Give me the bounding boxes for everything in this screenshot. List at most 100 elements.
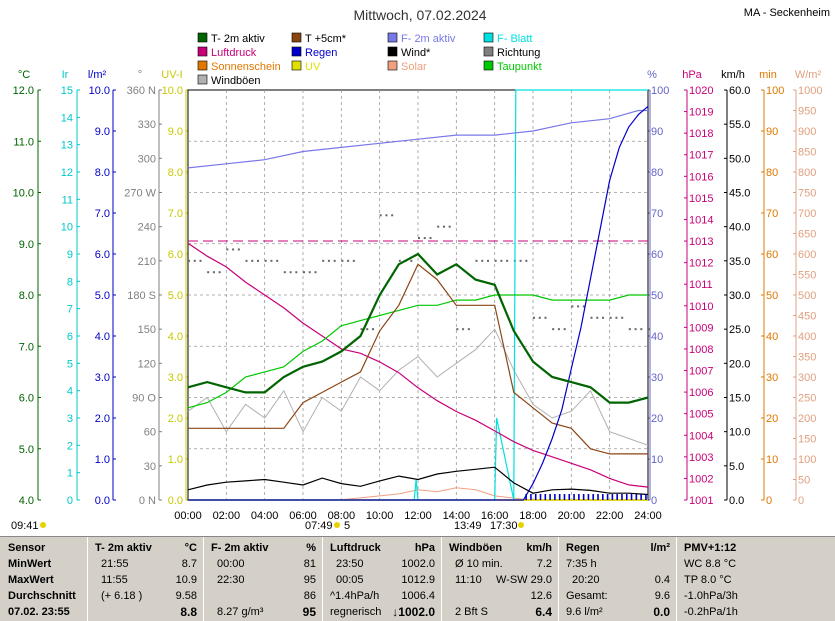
rain_ir-tick-label: 3 [67, 413, 73, 425]
pressure-current-value: ↓1002.0 [392, 605, 435, 619]
direction-point [264, 259, 267, 262]
direction-point [596, 316, 599, 319]
legend-swatch [483, 32, 494, 43]
gust-current-value: 6.4 [535, 605, 552, 619]
direction-point [648, 328, 650, 331]
direction-point [385, 214, 388, 217]
rain_ir-tick-label: 9 [67, 249, 73, 261]
uv-axis-unit: UV-I [161, 69, 182, 81]
wind_dir-tick-label: 360 N [127, 85, 156, 97]
wind_kmh-tick-label: 35.0 [729, 256, 750, 268]
t2m-avg-value: 9.58 [175, 590, 197, 602]
wind_kmh-tick-label: 30.0 [729, 290, 750, 302]
x-axis: 00:00 02:00 04:00 06:00 08:00 10:00 12:00 14:00… [11, 510, 662, 532]
series-line-taupunkt [187, 294, 648, 409]
sunrise-icon [334, 522, 340, 528]
humidity-tick-label: 70 [651, 208, 663, 220]
rain_lm2-tick-label: 3.0 [95, 372, 110, 384]
direction-point [590, 316, 593, 319]
x-tick-label: 00:00 [174, 510, 202, 522]
direction-point [245, 259, 248, 262]
rain-max-time: 20:20 [572, 574, 600, 586]
legend-label: Sonnenschein [211, 61, 281, 73]
legend-swatch [483, 46, 494, 57]
direction-point [552, 328, 555, 331]
f2m-abs-humidity: 8.27 g/m³ [217, 606, 264, 618]
rain-bar [563, 494, 566, 500]
wind_dir-tick-label: 270 W [124, 188, 156, 200]
pressure-tick-label: 1018 [689, 128, 713, 140]
direction-point [251, 259, 254, 262]
pressure-tick-label: 1005 [689, 409, 713, 421]
direction-point [188, 259, 190, 262]
direction-point [615, 316, 618, 319]
humidity-tick-label: 0 [651, 495, 657, 507]
direction-point [525, 259, 528, 262]
rain-column: Regen l/m² 7:35 h 20:20 0.4 Gesamt: 9.6 … [560, 537, 677, 621]
direction-point [609, 316, 612, 319]
x-tick-label: 04:00 [251, 510, 279, 522]
rain-max-value: 0.4 [654, 574, 670, 586]
rain-bar [611, 494, 614, 500]
sun_min-tick-label: 70 [766, 208, 778, 220]
rain_ir-tick-label: 15 [61, 85, 73, 97]
wind_dir-tick-label: 330 [138, 119, 156, 131]
solar_wm2-tick-label: 800 [798, 167, 816, 179]
rain_ir-tick-label: 10 [61, 222, 73, 234]
pressure-tick-label: 1008 [689, 344, 713, 356]
row-label-min: MinWert [8, 558, 52, 570]
solar_wm2-tick-label: 50 [798, 475, 810, 487]
uv-tick-label: 8.0 [168, 167, 183, 179]
solar_wm2-tick-label: 550 [798, 270, 816, 282]
direction-point [257, 259, 259, 262]
direction-point [538, 316, 541, 319]
rain-bar [630, 494, 633, 500]
gust-unit: km/h [526, 542, 552, 554]
direction-point [303, 271, 305, 274]
x-tick-label: 06:00 [289, 510, 317, 522]
solar_wm2-tick-label: 700 [798, 208, 816, 220]
solar_wm2-tick-label: 850 [798, 147, 816, 159]
rain_ir-tick-label: 8 [67, 276, 73, 288]
legend-swatch [197, 32, 208, 43]
direction-point [270, 259, 273, 262]
direction-point [366, 328, 369, 331]
wind_dir-tick-label: 0 N [139, 495, 156, 507]
uv-tick-label: 9.0 [168, 126, 183, 138]
sun_min-tick-label: 10 [766, 454, 778, 466]
humidity-tick-label: 80 [651, 167, 663, 179]
sunrise-label: 07:49 [305, 520, 333, 532]
direction-point [207, 271, 210, 274]
pressure-tick-label: 1014 [689, 214, 713, 226]
rain-bar [582, 494, 585, 500]
wind_kmh-axis-unit: km/h [721, 69, 745, 81]
solar_wm2-tick-label: 350 [798, 352, 816, 364]
uv-tick-label: 5.0 [168, 290, 183, 302]
legend-swatch [197, 74, 208, 85]
row-label-max: MaxWert [8, 574, 54, 586]
direction-point [448, 225, 451, 228]
daylength-label: 5 [344, 520, 350, 532]
rain_ir-tick-label: 7 [67, 304, 73, 316]
direction-point [327, 259, 330, 262]
direction-point [621, 316, 624, 319]
pressure-min-time: 23:50 [336, 558, 364, 570]
solar_wm2-tick-label: 300 [798, 372, 816, 384]
solar_wm2-tick-label: 1000 [798, 85, 822, 97]
uv-tick-label: 7.0 [168, 208, 183, 220]
x-tick-label: 20:00 [558, 510, 586, 522]
direction-point [333, 259, 336, 262]
rain-bar [635, 494, 638, 500]
gust-header: Windböen [449, 542, 503, 554]
legend-label: Wind* [401, 47, 431, 59]
gust-column: Windböen km/h Ø 10 min. 7.2 11:10 W-SW 2… [443, 537, 559, 621]
legend: T- 2m aktiv T +5cm* F- 2m aktiv F- Blatt Luf… [197, 32, 542, 87]
direction-point [602, 316, 604, 319]
sensor-header: Sensor [8, 542, 46, 554]
series-line-regen [188, 105, 649, 501]
direction-point [199, 259, 202, 262]
direction-point [289, 271, 292, 274]
humidity-tick-label: 50 [651, 290, 663, 302]
sun_min-tick-label: 40 [766, 331, 778, 343]
solar_wm2-tick-label: 600 [798, 249, 816, 261]
